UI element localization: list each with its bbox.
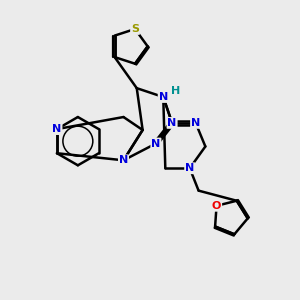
- Text: N: N: [191, 118, 200, 128]
- Text: N: N: [167, 118, 177, 128]
- Text: H: H: [171, 85, 180, 95]
- Text: O: O: [212, 201, 221, 211]
- Text: S: S: [131, 24, 139, 34]
- Text: N: N: [151, 139, 160, 148]
- Text: N: N: [185, 163, 194, 173]
- Text: N: N: [159, 92, 168, 102]
- Text: N: N: [52, 124, 62, 134]
- Text: N: N: [119, 155, 128, 165]
